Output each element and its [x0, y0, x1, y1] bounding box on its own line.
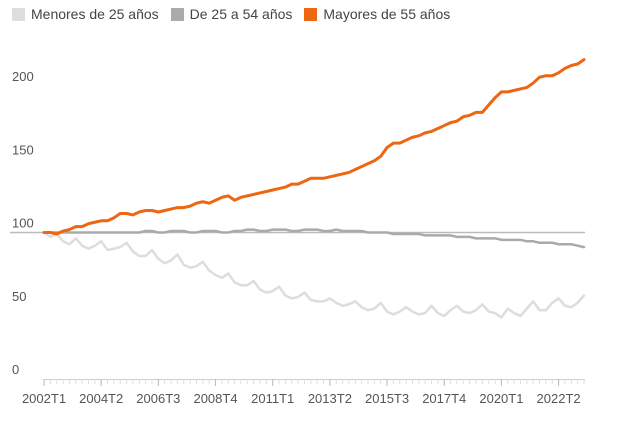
y-tick-label-200: 200	[12, 69, 34, 84]
series-line-mayores-de-55-a-os	[42, 58, 586, 236]
legend-item-25-54[interactable]: De 25 a 54 años	[170, 6, 293, 22]
legend-label-menores-25: Menores de 25 años	[31, 6, 159, 22]
y-tick-label-150: 150	[12, 142, 34, 157]
x-tick-label-2011T1: 2011T1	[251, 391, 294, 406]
x-tick-label-2004T2: 2004T2	[79, 391, 123, 406]
x-tick-label-2013T2: 2013T2	[308, 391, 352, 406]
legend-label-25-54: De 25 a 54 años	[189, 6, 293, 22]
legend-item-menores-25[interactable]: Menores de 25 años	[12, 6, 159, 22]
chart-legend: Menores de 25 años De 25 a 54 años Mayor…	[12, 6, 450, 22]
x-tick-label-2015T3: 2015T3	[365, 391, 409, 406]
x-tick-label-2002T1: 2002T1	[22, 391, 66, 406]
x-tick-label-2008T4: 2008T4	[193, 391, 237, 406]
x-tick-label-2006T3: 2006T3	[136, 391, 180, 406]
legend-item-mayores-55[interactable]: Mayores de 55 años	[304, 6, 450, 22]
series-line-de-25-a-54-a-os	[42, 228, 586, 249]
x-tick-label-2022T2: 2022T2	[537, 391, 581, 406]
series-line-menores-de-25-a-os	[42, 231, 586, 319]
x-tick-label-2017T4: 2017T4	[422, 391, 466, 406]
legend-swatch-mayores-55	[304, 7, 318, 21]
y-tick-label-100: 100	[12, 216, 34, 231]
x-tick-label-2020T1: 2020T1	[479, 391, 523, 406]
legend-swatch-25-54	[170, 7, 184, 21]
y-tick-label-0: 0	[12, 362, 19, 377]
y-tick-label-50: 50	[12, 289, 26, 304]
legend-swatch-menores-25	[12, 7, 25, 21]
legend-label-mayores-55: Mayores de 55 años	[323, 6, 451, 22]
